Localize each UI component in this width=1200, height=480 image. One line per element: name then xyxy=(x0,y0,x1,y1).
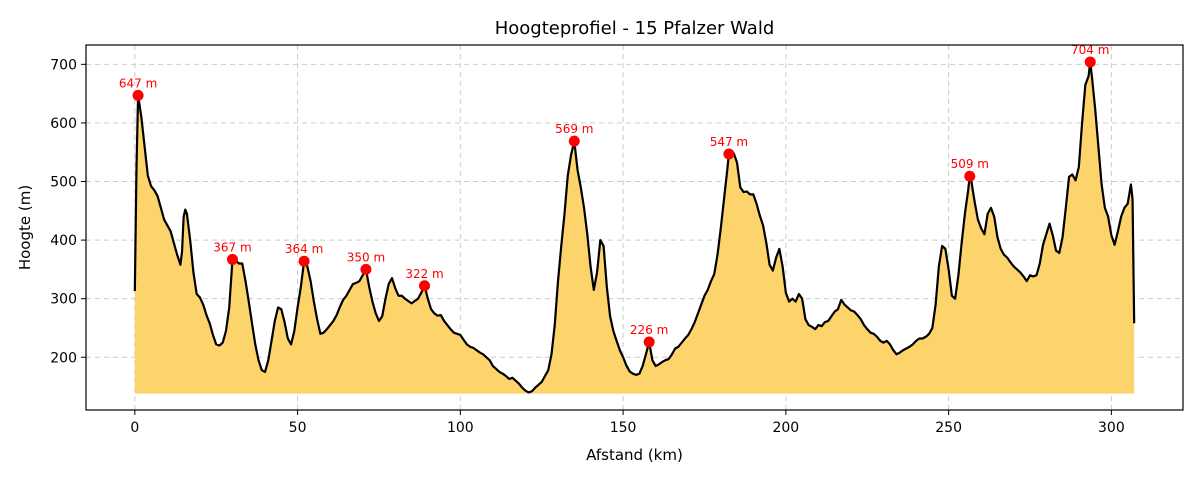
peak-point xyxy=(568,135,580,147)
y-tick-label: 200 xyxy=(50,350,77,366)
x-axis-title: Afstand (km) xyxy=(586,446,683,464)
plot-frame xyxy=(85,44,1184,411)
peak-point xyxy=(226,253,238,265)
peak-label: 509 m xyxy=(951,157,989,171)
peak-label: 704 m xyxy=(1071,43,1109,57)
peak-point xyxy=(298,255,310,267)
peak-label: 647 m xyxy=(119,76,157,90)
peak-markers: 647 m 367 m 364 m 350 m 322 m 569 m 226 m 547 m… xyxy=(119,43,1109,348)
peak-label: 226 m xyxy=(630,323,668,337)
y-axis-ticks: 200 300 400 500 600 700 xyxy=(50,57,86,366)
y-axis-title: Hoogte (m) xyxy=(16,185,34,270)
x-tick-label: 300 xyxy=(1098,420,1125,436)
peak-point xyxy=(132,89,144,101)
x-tick-label: 250 xyxy=(935,420,962,436)
elevation-area xyxy=(134,61,1135,394)
peak-label: 322 m xyxy=(405,267,443,281)
x-tick-label: 50 xyxy=(289,420,307,436)
peak-point xyxy=(419,280,431,292)
peak-label: 364 m xyxy=(285,242,323,256)
y-tick-label: 400 xyxy=(50,233,77,249)
peak-label: 350 m xyxy=(347,250,385,264)
x-tick-label: 100 xyxy=(447,420,474,436)
peak-point xyxy=(360,263,372,275)
x-tick-label: 150 xyxy=(610,420,637,436)
peak-point xyxy=(964,170,976,182)
peak-label: 569 m xyxy=(555,122,593,136)
chart-title: Hoogteprofiel - 15 Pfalzer Wald xyxy=(495,18,775,39)
y-tick-label: 700 xyxy=(50,57,77,73)
peak-label: 367 m xyxy=(213,240,251,254)
peak-point xyxy=(1084,56,1096,68)
y-tick-label: 500 xyxy=(50,175,77,191)
y-tick-label: 600 xyxy=(50,116,77,132)
peak-point xyxy=(723,148,735,160)
x-axis-ticks: 0 50 100 150 200 250 300 xyxy=(130,410,1125,436)
peak-label: 547 m xyxy=(710,135,748,149)
peak-point xyxy=(643,336,655,348)
x-tick-label: 0 xyxy=(130,420,139,436)
x-tick-label: 200 xyxy=(772,420,799,436)
y-tick-label: 300 xyxy=(50,292,77,308)
